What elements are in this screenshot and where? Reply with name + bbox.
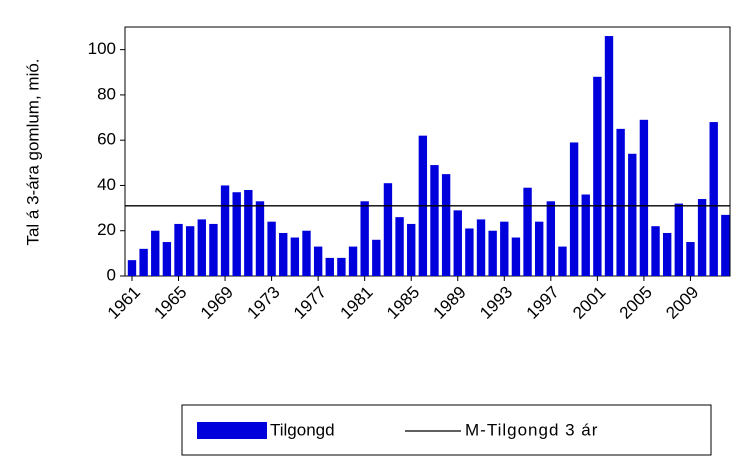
bar [325,257,334,276]
bar [709,122,718,276]
x-tick-label: 2001 [569,283,609,323]
bar [348,246,358,276]
bar [476,219,486,276]
bar [360,201,369,276]
y-axis-label: Tal á 3-ára gomlum, mió. [23,58,42,245]
x-tick-label: 1989 [430,283,470,323]
bar [674,203,683,276]
legend-label: Tilgongd [270,420,335,439]
bar [535,221,544,276]
x-tick-label: 1997 [523,283,563,323]
bar [523,187,532,276]
x-tick-label: 1969 [197,283,237,323]
bar [313,246,323,276]
bar [174,223,183,276]
bar [697,199,707,276]
y-tick-label: 60 [97,130,116,149]
bar [185,226,195,276]
bar [139,248,148,276]
x-tick-label: 1965 [150,283,190,323]
x-tick-label: 1961 [104,283,144,323]
bar [244,189,253,276]
legend-swatch [197,422,267,439]
bar [686,242,695,276]
bar [430,165,439,276]
x-tick-label: 1993 [476,283,516,323]
bar [546,201,556,276]
bar [441,174,451,276]
bar [500,221,509,276]
y-tick-label: 20 [97,220,116,239]
bar [593,76,602,276]
bar [639,119,649,277]
bar [197,219,206,276]
y-tick-label: 80 [97,84,116,103]
bar [337,257,346,276]
x-tick-label: 1977 [290,283,330,323]
bar [302,230,311,276]
bar [383,183,393,276]
legend-box [181,404,712,456]
bar [162,242,172,276]
bar [628,153,637,276]
bar [604,36,614,276]
bar [290,237,300,276]
legend-label: M-Tilgongd 3 ár [465,420,598,439]
y-tick-label: 0 [107,265,116,284]
bar [721,214,730,276]
x-tick-label: 2005 [616,283,656,323]
bar [372,239,381,276]
bar [511,237,521,276]
x-tick-label: 2009 [662,283,702,323]
bar [651,226,660,276]
bar [267,221,276,276]
bar [127,260,137,276]
bar [581,194,590,276]
x-tick-label: 1985 [383,283,423,323]
bar [569,142,579,276]
bar [279,232,288,276]
bar [662,232,672,276]
bar [232,192,241,276]
bar [616,128,625,276]
bar [209,223,218,276]
x-tick-label: 1973 [243,283,283,323]
x-tick-label: 1981 [336,283,376,323]
bar [151,230,160,276]
bar [558,246,567,276]
y-tick-label: 40 [97,175,116,194]
bar [255,201,265,276]
bar [453,210,462,276]
bar [465,228,474,276]
bar [407,223,416,276]
y-tick-label: 100 [88,39,116,58]
bar [395,217,404,276]
bar [488,230,497,276]
bar [220,185,230,276]
